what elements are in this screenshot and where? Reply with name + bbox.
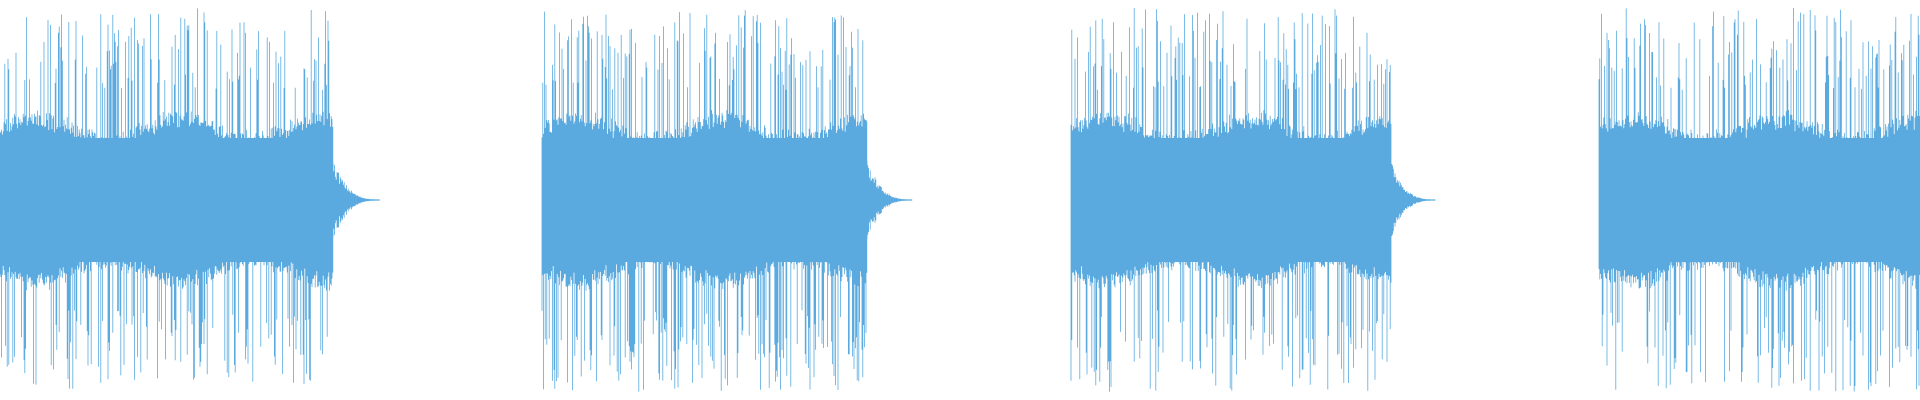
- waveform-clip: [1598, 8, 1920, 392]
- waveform-clip: [0, 8, 380, 389]
- waveform-clip: [1070, 8, 1436, 392]
- waveform-clip: [541, 10, 913, 392]
